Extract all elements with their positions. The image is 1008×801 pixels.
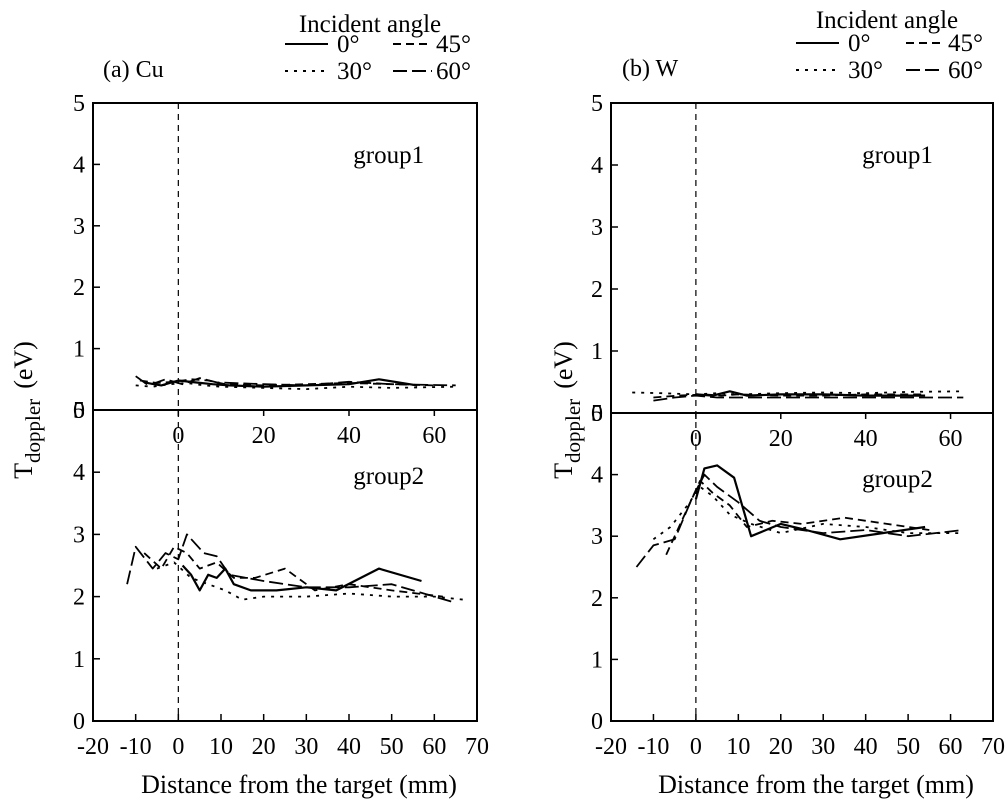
upper-x-tick-label: 0 (690, 426, 702, 452)
legend-label: 30° (337, 58, 372, 85)
x-tick-label: 10 (209, 734, 233, 760)
y-axis-label-unit: (eV) (9, 341, 38, 389)
legend-title: Incident angle (299, 11, 441, 38)
upper-x-tick-label: 60 (422, 423, 446, 449)
group-label: group1 (862, 142, 933, 169)
y-tick-label-lower: 4 (591, 463, 603, 489)
group-label: group2 (862, 466, 933, 493)
y-axis-label: Tdoppler (eV) (549, 341, 585, 479)
y-tick-label-lower: 4 (73, 460, 85, 486)
series-line-dashed (143, 545, 444, 598)
y-tick-label-lower: 5 (73, 398, 85, 424)
upper-x-tick-label: 20 (769, 426, 793, 452)
y-axis-label-sub: doppler (21, 399, 45, 463)
x-tick-label: 70 (465, 734, 489, 760)
y-axis-label-main: T (549, 463, 578, 479)
group-2: group2 (635, 464, 964, 568)
x-tick-label: -10 (637, 734, 669, 760)
upper-x-tick-label: 20 (252, 423, 276, 449)
y-tick-label-lower: 1 (591, 647, 603, 673)
legend-label: 45° (436, 31, 471, 58)
y-tick-label-upper: 2 (73, 275, 85, 301)
legend-title: Incident angle (816, 7, 958, 34)
x-tick-label: -10 (120, 734, 152, 760)
upper-x-tick-label: 40 (337, 423, 361, 449)
plot-frame (92, 102, 478, 722)
x-tick-label: 40 (854, 734, 878, 760)
panel-a: 0 0 1 1 2 2 3 3 4 4 5 5 -20 -10 0 10 20 30 40 50 60 70 0 20 40 60… (9, 11, 489, 799)
x-tick-label: 60 (939, 734, 963, 760)
x-tick-label: -20 (77, 734, 109, 760)
y-tick-label-lower: 0 (591, 709, 603, 735)
y-tick-label-lower: 5 (591, 401, 603, 427)
x-tick-label: 20 (769, 734, 793, 760)
group-1: group1 (135, 142, 456, 391)
y-axis-label-sub: doppler (561, 399, 585, 463)
y-tick-label-lower: 3 (73, 522, 85, 548)
legend-label: 60° (948, 57, 983, 84)
upper-x-tick-label: 0 (172, 423, 184, 449)
x-axis-label: Distance from the target (mm) (141, 770, 457, 799)
series-line-solid (694, 464, 926, 541)
x-tick-label: 0 (690, 734, 702, 760)
legend-label: 60° (436, 58, 471, 85)
y-axis-label-unit: (eV) (549, 341, 578, 389)
x-tick-label: 30 (294, 734, 318, 760)
series-line-longdash (635, 473, 964, 568)
series-line-longdash (126, 533, 456, 604)
panel-label: (a) Cu (103, 57, 164, 83)
group-label: group1 (353, 142, 424, 169)
panel-label: (b) W (622, 56, 679, 82)
x-tick-label: 20 (252, 734, 276, 760)
y-tick-label-upper: 3 (73, 214, 85, 240)
x-tick-label: 0 (172, 734, 184, 760)
x-tick-label: 30 (811, 734, 835, 760)
y-axis-label-main: T (9, 463, 38, 479)
series-line-dotted (135, 382, 456, 391)
y-tick-label-upper: 5 (73, 91, 85, 117)
x-tick-label: 70 (981, 734, 1005, 760)
y-tick-label-lower: 1 (73, 647, 85, 673)
series-line-dashed (653, 393, 926, 399)
y-tick-label-lower: 3 (591, 524, 603, 550)
y-tick-label-upper: 1 (591, 339, 603, 365)
series-line-dotted (156, 561, 465, 601)
upper-x-tick-label: 40 (854, 426, 878, 452)
y-tick-label-upper: 2 (591, 277, 603, 303)
y-tick-label-upper: 4 (591, 153, 603, 179)
y-tick-label-upper: 5 (591, 91, 603, 117)
group-1: group1 (632, 142, 964, 402)
legend-label: 0° (848, 30, 871, 57)
x-tick-label: -20 (595, 734, 627, 760)
y-tick-label-upper: 4 (73, 152, 85, 178)
x-tick-label: 10 (726, 734, 750, 760)
x-axis-label: Distance from the target (mm) (658, 770, 974, 799)
x-tick-label: 60 (422, 734, 446, 760)
legend-label: 30° (848, 57, 883, 84)
group-2: group2 (126, 463, 465, 604)
series-line-longdash (653, 394, 964, 402)
legend-label: 0° (337, 31, 360, 58)
legend-label: 45° (948, 30, 983, 57)
x-tick-label: 40 (337, 734, 361, 760)
group-label: group2 (353, 463, 424, 490)
y-tick-label-upper: 0 (591, 401, 603, 427)
panel-b: 0 0 1 1 2 2 3 3 4 4 5 5 -20 -10 0 10 20 30 40 50 60 70 0 20 40 60… (549, 7, 1005, 799)
y-tick-label-upper: 1 (73, 337, 85, 363)
y-tick-label-lower: 0 (73, 709, 85, 735)
upper-x-tick-label: 60 (939, 426, 963, 452)
series-line-solid (181, 564, 422, 592)
y-tick-label-lower: 2 (591, 586, 603, 612)
series-line-dotted (632, 390, 964, 396)
series-line-longdash (135, 375, 456, 387)
x-tick-label: 50 (380, 734, 404, 760)
y-tick-label-upper: 3 (591, 215, 603, 241)
y-tick-label-lower: 2 (73, 585, 85, 611)
x-tick-label: 50 (896, 734, 920, 760)
y-axis-label: Tdoppler (eV) (9, 341, 45, 479)
y-tick-label-upper: 0 (73, 398, 85, 424)
